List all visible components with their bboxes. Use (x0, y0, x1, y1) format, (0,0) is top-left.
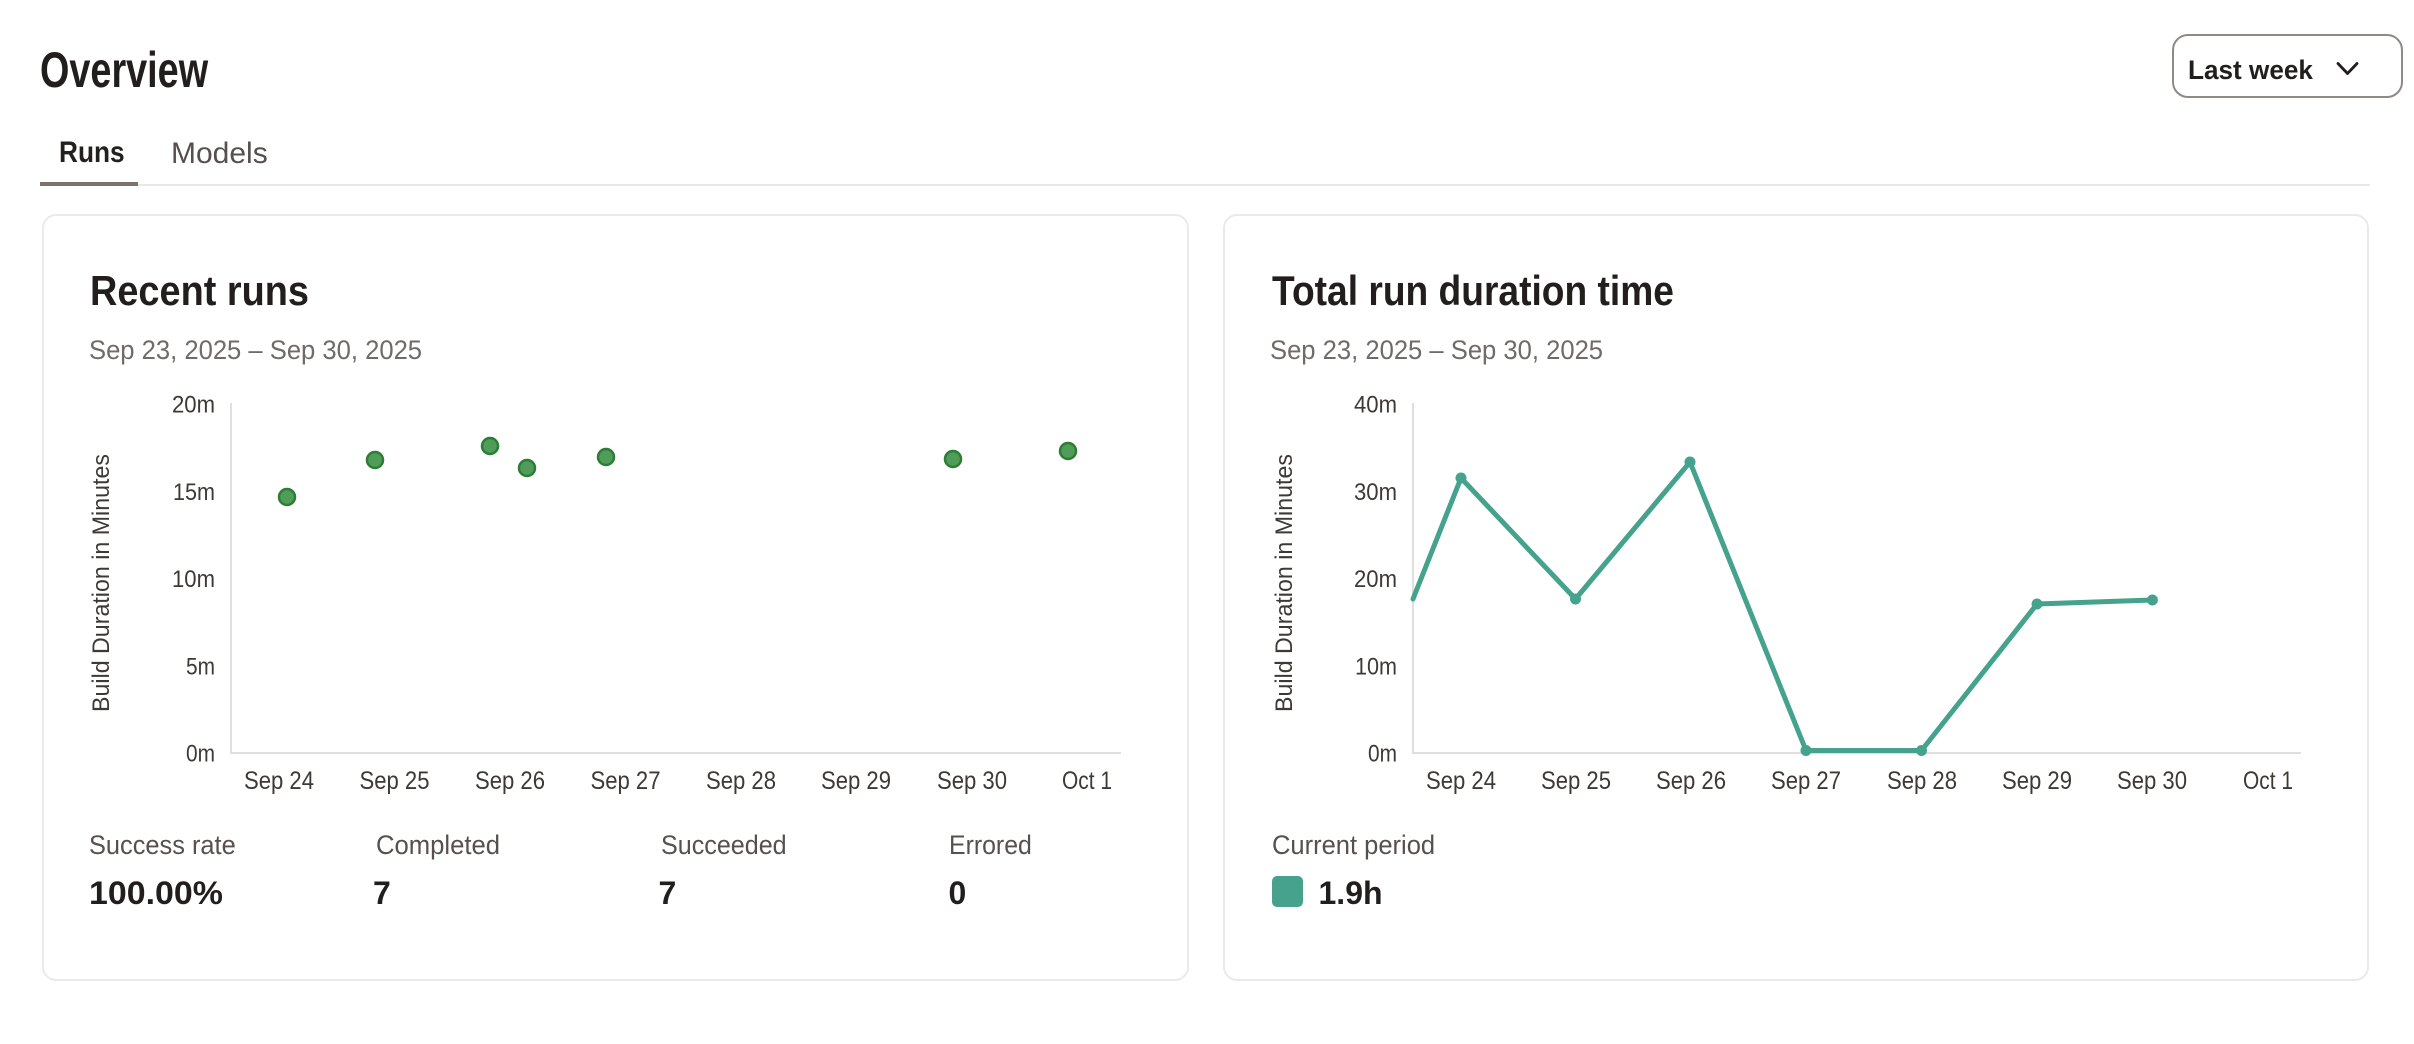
svg-text:Sep 29: Sep 29 (821, 767, 891, 795)
svg-text:Sep 24: Sep 24 (244, 767, 314, 795)
svg-text:10m: 10m (1355, 653, 1397, 680)
svg-text:15m: 15m (173, 479, 215, 506)
svg-text:Sep 25: Sep 25 (1541, 767, 1611, 795)
svg-text:30m: 30m (1354, 479, 1397, 506)
svg-text:Oct 1: Oct 1 (1062, 767, 1112, 795)
svg-text:Sep 25: Sep 25 (360, 767, 430, 795)
svg-text:20m: 20m (1354, 566, 1397, 593)
svg-text:Sep 28: Sep 28 (706, 767, 776, 795)
svg-text:Sep 27: Sep 27 (591, 767, 661, 795)
svg-text:Sep 30: Sep 30 (2117, 767, 2187, 795)
svg-text:Oct 1: Oct 1 (2243, 767, 2293, 795)
svg-text:Sep 27: Sep 27 (1771, 767, 1841, 795)
svg-text:20m: 20m (172, 392, 215, 419)
svg-text:Sep 30: Sep 30 (937, 767, 1007, 795)
svg-text:Sep 26: Sep 26 (475, 767, 545, 795)
svg-text:10m: 10m (172, 566, 215, 593)
svg-text:Build Duration in Minutes: Build Duration in Minutes (88, 454, 115, 712)
svg-text:Sep 24: Sep 24 (1426, 767, 1496, 795)
svg-text:5m: 5m (186, 653, 215, 680)
svg-text:0m: 0m (1368, 741, 1397, 768)
svg-text:Build Duration in Minutes: Build Duration in Minutes (1271, 454, 1298, 712)
svg-text:Sep 28: Sep 28 (1887, 767, 1957, 795)
svg-text:Sep 29: Sep 29 (2002, 767, 2072, 795)
svg-text:40m: 40m (1354, 392, 1397, 419)
svg-text:0m: 0m (186, 741, 215, 768)
svg-text:Sep 26: Sep 26 (1656, 767, 1726, 795)
